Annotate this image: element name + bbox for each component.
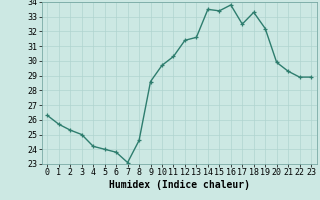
X-axis label: Humidex (Indice chaleur): Humidex (Indice chaleur) <box>109 180 250 190</box>
